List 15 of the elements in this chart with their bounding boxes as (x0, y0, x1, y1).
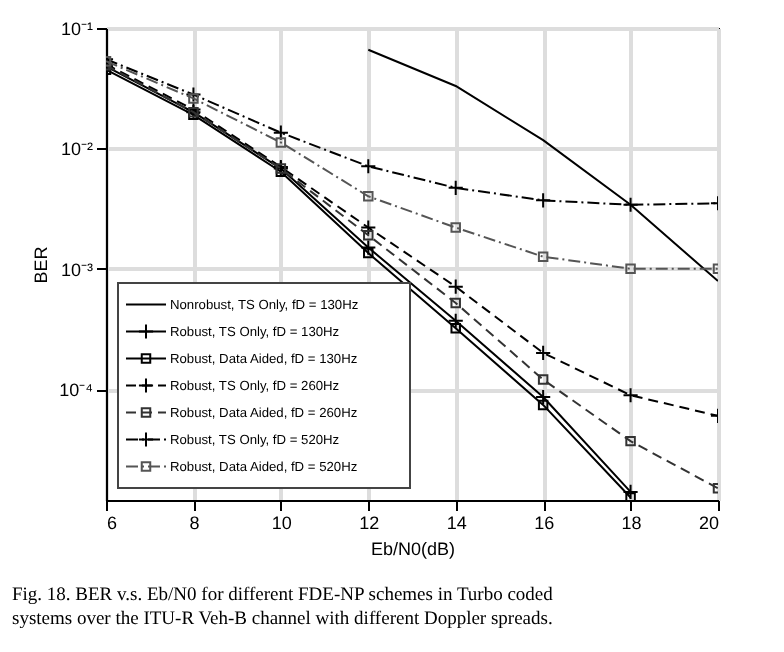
x-axis-title: Eb/N0(dB) (370, 539, 456, 559)
x-tick-label: 10 (271, 513, 292, 533)
y-tick-label: 10⁻² (60, 139, 93, 160)
x-tick-label: 8 (189, 513, 200, 533)
y-tick-label: 10⁻¹ (60, 19, 93, 39)
y-tick-label: 10⁻⁴ (59, 380, 94, 401)
y-tick-label: 10⁻³ (60, 259, 93, 280)
caption: Fig. 18. BER v.s. Eb/N0 for different FDE-NP schemes in Turbo coded systems over the ITU-R Veh-B channel with different Doppler spreads. (12, 586, 554, 630)
y-axis-title: BER (31, 245, 52, 284)
x-tick-label: 16 (534, 513, 555, 533)
x-tick-label: 20 (698, 513, 719, 533)
x-tick-label: 6 (107, 513, 118, 533)
x-tick-label: 18 (621, 513, 642, 533)
x-tick-label: 14 (446, 513, 467, 533)
x-tick-label: 12 (359, 513, 380, 533)
